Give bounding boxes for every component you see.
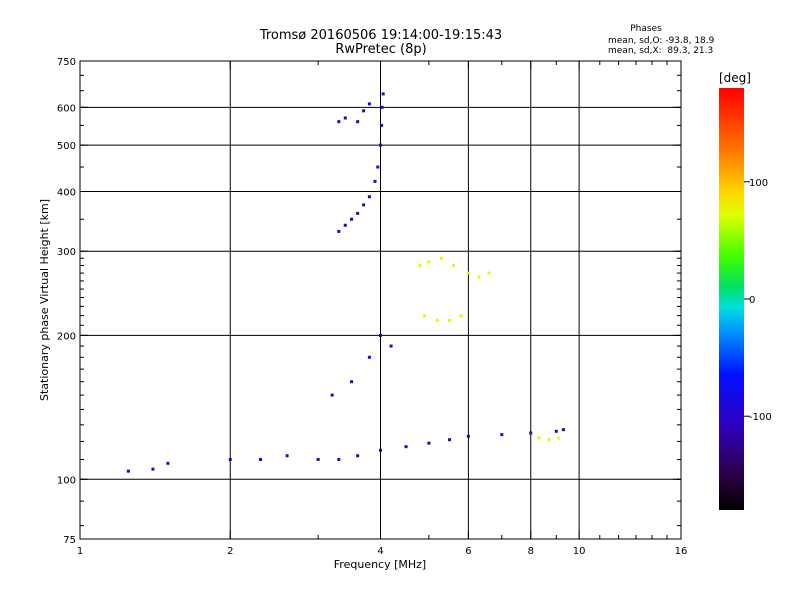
data-point: [350, 380, 354, 384]
colorbar-tick-label: 0: [749, 295, 755, 306]
data-point: [343, 223, 347, 227]
data-point: [422, 314, 426, 318]
colorbar-tick-label: -100: [749, 412, 772, 423]
data-point: [166, 461, 170, 465]
data-point: [404, 445, 408, 449]
phase-heading: Phases: [630, 24, 662, 34]
data-point: [380, 123, 384, 127]
data-point: [379, 143, 382, 147]
data-point: [459, 314, 463, 318]
y-tick-label: 750: [57, 57, 76, 68]
data-point: [151, 467, 155, 471]
data-point: [330, 393, 334, 397]
data-point: [451, 264, 455, 268]
chart-subtitle: RwPretec (8p): [335, 42, 426, 57]
data-point: [557, 436, 561, 440]
data-point: [477, 275, 481, 279]
y-tick-label: 400: [57, 187, 76, 198]
data-point: [367, 102, 371, 106]
data-point: [337, 229, 341, 233]
phase-stats-x: mean, sd,X: 89.3, 21.3: [608, 46, 713, 56]
data-point: [487, 271, 491, 275]
y-axis-label: Stationary phase Virtual Height [km]: [38, 199, 51, 401]
data-traces: [126, 92, 565, 473]
data-point: [418, 264, 422, 268]
data-point: [466, 271, 470, 275]
data-point: [379, 333, 382, 337]
data-point: [379, 448, 382, 452]
data-point: [356, 120, 360, 124]
data-point: [381, 92, 385, 96]
data-point: [389, 344, 393, 348]
data-point: [228, 457, 232, 461]
data-point: [537, 436, 541, 440]
data-point: [362, 203, 366, 207]
y-tick-label: 75: [63, 535, 76, 546]
colorbar-ticks: 100 0 -100: [744, 178, 772, 423]
data-point: [362, 109, 366, 113]
data-point: [547, 438, 551, 442]
x-axis-ticks: 1 2 4 6 8 10 16: [77, 61, 688, 557]
y-tick-label: 600: [57, 103, 76, 114]
data-point: [356, 454, 360, 458]
data-point: [367, 195, 371, 199]
data-point: [337, 120, 341, 124]
data-point: [380, 105, 384, 109]
x-tick-label: 8: [528, 546, 534, 557]
data-point: [376, 165, 380, 169]
x-tick-label: 2: [227, 546, 233, 557]
y-tick-label: 100: [57, 475, 76, 486]
data-point: [343, 116, 347, 120]
data-point: [448, 318, 452, 322]
data-point: [448, 438, 452, 442]
data-point: [356, 211, 360, 215]
y-tick-label: 500: [57, 141, 76, 152]
data-point: [367, 355, 371, 359]
grid-lines: [80, 61, 681, 539]
y-axis-ticks: 75 100 200 300 400 500 600 750: [57, 57, 681, 546]
x-tick-label: 4: [377, 546, 383, 557]
data-point: [350, 217, 354, 221]
x-tick-label: 10: [573, 546, 586, 557]
x-axis-label: Frequency [MHz]: [334, 558, 426, 571]
y-tick-label: 200: [57, 331, 76, 342]
data-point: [440, 256, 444, 260]
colorbar-tick-label: 100: [749, 178, 768, 189]
x-tick-label: 16: [675, 546, 688, 557]
data-point: [554, 429, 558, 433]
data-point: [529, 431, 533, 435]
data-point: [259, 457, 263, 461]
data-point: [561, 428, 565, 432]
data-point: [500, 433, 504, 437]
chart-title: Tromsø 20160506 19:14:00-19:15:43: [259, 28, 502, 43]
x-tick-label: 1: [77, 546, 83, 557]
colorbar: [719, 88, 744, 510]
data-point: [337, 457, 341, 461]
plot-area: 1 2 4 6 8 10 16 75 100 200 300 400 500 600 750: [57, 57, 687, 557]
data-point: [466, 434, 470, 438]
x-tick-label: 6: [465, 546, 471, 557]
y-tick-label: 300: [57, 247, 76, 258]
phase-stats-o: mean, sd,O: -93.8, 18.9: [608, 36, 715, 46]
data-point: [373, 179, 377, 183]
data-point: [285, 454, 289, 458]
data-point: [427, 260, 431, 264]
data-point: [316, 457, 320, 461]
colorbar-label: [deg]: [719, 71, 751, 85]
data-point: [427, 441, 431, 445]
data-point: [435, 318, 439, 322]
data-point: [126, 469, 130, 473]
